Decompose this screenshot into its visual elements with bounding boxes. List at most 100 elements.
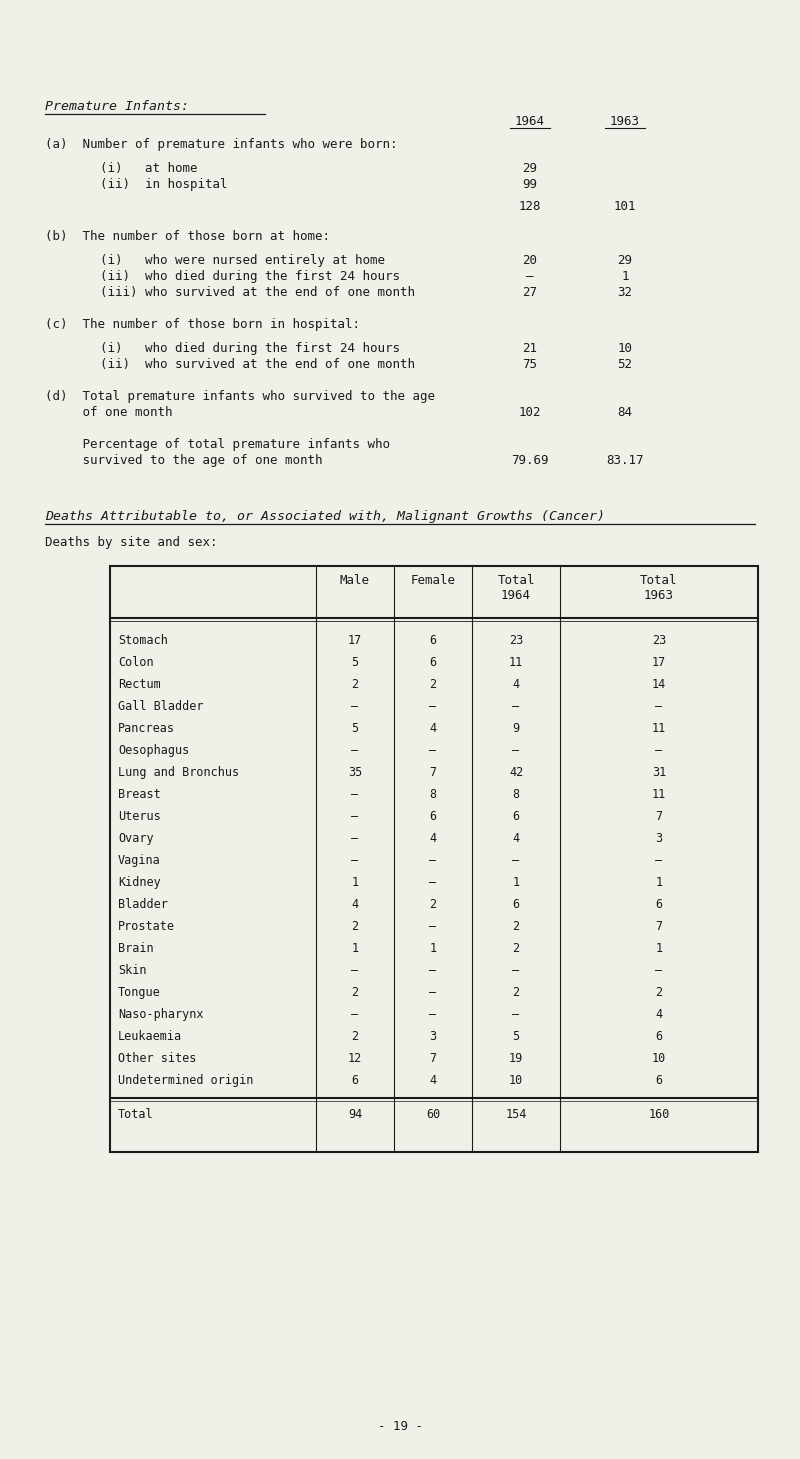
Text: 5: 5 bbox=[351, 722, 358, 735]
Text: 2: 2 bbox=[430, 897, 437, 910]
Text: (ii)  who died during the first 24 hours: (ii) who died during the first 24 hours bbox=[100, 270, 400, 283]
Text: Skin: Skin bbox=[118, 964, 146, 978]
Text: 42: 42 bbox=[509, 766, 523, 779]
Text: 4: 4 bbox=[430, 1074, 437, 1087]
Text: 154: 154 bbox=[506, 1107, 526, 1121]
Text: –: – bbox=[351, 1008, 358, 1021]
Text: 4: 4 bbox=[513, 678, 519, 692]
Text: 6: 6 bbox=[513, 897, 519, 910]
Text: 4: 4 bbox=[351, 897, 358, 910]
Text: 60: 60 bbox=[426, 1107, 440, 1121]
Text: Stomach: Stomach bbox=[118, 635, 168, 646]
Text: (b)  The number of those born at home:: (b) The number of those born at home: bbox=[45, 231, 330, 244]
Text: 52: 52 bbox=[618, 357, 633, 371]
Text: 2: 2 bbox=[513, 986, 519, 999]
Text: –: – bbox=[430, 964, 437, 978]
Text: 5: 5 bbox=[513, 1030, 519, 1043]
Text: Bladder: Bladder bbox=[118, 897, 168, 910]
Text: 94: 94 bbox=[348, 1107, 362, 1121]
Text: 1: 1 bbox=[655, 875, 662, 889]
Text: 14: 14 bbox=[652, 678, 666, 692]
Text: 7: 7 bbox=[430, 766, 437, 779]
Text: 23: 23 bbox=[509, 635, 523, 646]
Text: –: – bbox=[351, 832, 358, 845]
Text: –: – bbox=[351, 788, 358, 801]
Text: –: – bbox=[655, 964, 662, 978]
Text: 2: 2 bbox=[513, 921, 519, 932]
Text: 11: 11 bbox=[509, 657, 523, 670]
Text: 4: 4 bbox=[430, 722, 437, 735]
Text: 1: 1 bbox=[351, 943, 358, 956]
Text: 102: 102 bbox=[518, 406, 542, 419]
Text: –: – bbox=[655, 700, 662, 713]
Text: 11: 11 bbox=[652, 788, 666, 801]
Text: –: – bbox=[430, 921, 437, 932]
Text: 19: 19 bbox=[509, 1052, 523, 1065]
Text: 27: 27 bbox=[522, 286, 538, 299]
Text: Colon: Colon bbox=[118, 657, 154, 670]
Text: –: – bbox=[351, 744, 358, 757]
Text: 2: 2 bbox=[430, 678, 437, 692]
Text: (d)  Total premature infants who survived to the age: (d) Total premature infants who survived… bbox=[45, 390, 435, 403]
Text: 10: 10 bbox=[618, 341, 633, 355]
Text: 6: 6 bbox=[430, 657, 437, 670]
Text: –: – bbox=[351, 700, 358, 713]
Text: 84: 84 bbox=[618, 406, 633, 419]
Text: Kidney: Kidney bbox=[118, 875, 161, 889]
Text: –: – bbox=[513, 854, 519, 867]
Text: 7: 7 bbox=[430, 1052, 437, 1065]
Text: –: – bbox=[655, 744, 662, 757]
Text: Undetermined origin: Undetermined origin bbox=[118, 1074, 254, 1087]
Text: 10: 10 bbox=[509, 1074, 523, 1087]
Text: 12: 12 bbox=[348, 1052, 362, 1065]
Text: –: – bbox=[513, 964, 519, 978]
Text: 1: 1 bbox=[622, 270, 629, 283]
Text: 32: 32 bbox=[618, 286, 633, 299]
Text: (i)   who were nursed entirely at home: (i) who were nursed entirely at home bbox=[100, 254, 385, 267]
Text: Deaths by site and sex:: Deaths by site and sex: bbox=[45, 535, 218, 549]
Text: –: – bbox=[430, 854, 437, 867]
Text: 35: 35 bbox=[348, 766, 362, 779]
Text: Pancreas: Pancreas bbox=[118, 722, 175, 735]
Text: 7: 7 bbox=[655, 921, 662, 932]
Text: 20: 20 bbox=[522, 254, 538, 267]
Text: Percentage of total premature infants who: Percentage of total premature infants wh… bbox=[45, 438, 390, 451]
Text: 6: 6 bbox=[430, 635, 437, 646]
Text: 83.17: 83.17 bbox=[606, 454, 644, 467]
Text: 75: 75 bbox=[522, 357, 538, 371]
Text: –: – bbox=[430, 986, 437, 999]
Text: Female: Female bbox=[410, 573, 455, 587]
Text: 2: 2 bbox=[513, 943, 519, 956]
Text: Uterus: Uterus bbox=[118, 810, 161, 823]
Text: 4: 4 bbox=[430, 832, 437, 845]
Text: –: – bbox=[513, 700, 519, 713]
Text: 1: 1 bbox=[430, 943, 437, 956]
Text: Deaths Attributable to, or Associated with, Malignant Growths (Cancer): Deaths Attributable to, or Associated wi… bbox=[45, 511, 605, 522]
Text: 1: 1 bbox=[655, 943, 662, 956]
Text: 2: 2 bbox=[351, 986, 358, 999]
Text: –: – bbox=[351, 854, 358, 867]
Text: survived to the age of one month: survived to the age of one month bbox=[45, 454, 322, 467]
Text: Male: Male bbox=[340, 573, 370, 587]
Text: Vagina: Vagina bbox=[118, 854, 161, 867]
Text: Premature Infants:: Premature Infants: bbox=[45, 101, 189, 112]
Text: –: – bbox=[430, 875, 437, 889]
Text: (i)   at home: (i) at home bbox=[100, 162, 198, 175]
Text: –: – bbox=[351, 810, 358, 823]
Text: Total
1963: Total 1963 bbox=[640, 573, 678, 603]
Text: 128: 128 bbox=[518, 200, 542, 213]
Text: Breast: Breast bbox=[118, 788, 161, 801]
Text: –: – bbox=[351, 964, 358, 978]
Text: (iii) who survived at the end of one month: (iii) who survived at the end of one mon… bbox=[100, 286, 415, 299]
Text: 9: 9 bbox=[513, 722, 519, 735]
Text: - 19 -: - 19 - bbox=[378, 1420, 422, 1433]
Text: Prostate: Prostate bbox=[118, 921, 175, 932]
Text: 6: 6 bbox=[655, 897, 662, 910]
Text: (c)  The number of those born in hospital:: (c) The number of those born in hospital… bbox=[45, 318, 360, 331]
Text: 10: 10 bbox=[652, 1052, 666, 1065]
Text: 29: 29 bbox=[522, 162, 538, 175]
Text: –: – bbox=[513, 744, 519, 757]
Text: Rectum: Rectum bbox=[118, 678, 161, 692]
Text: 79.69: 79.69 bbox=[511, 454, 549, 467]
Text: 6: 6 bbox=[351, 1074, 358, 1087]
